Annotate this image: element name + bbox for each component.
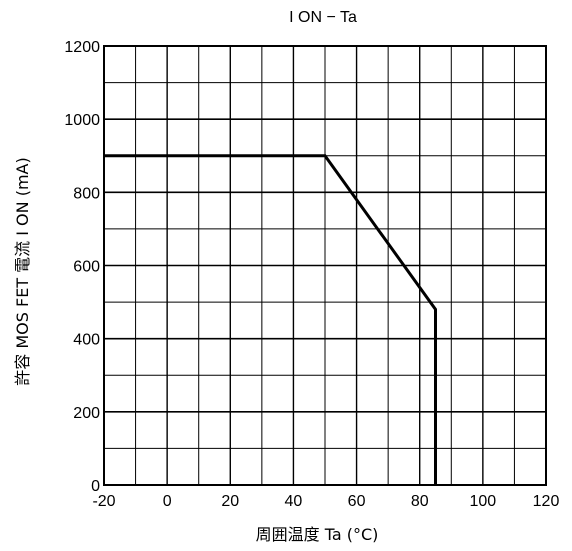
- y-tick-label: 400: [73, 332, 100, 349]
- series-line: [104, 154, 437, 485]
- x-tick-label: 40: [285, 493, 303, 510]
- x-tick-label: 20: [221, 493, 239, 510]
- x-tick-label: 0: [163, 493, 172, 510]
- y-tick-label: 600: [73, 259, 100, 276]
- y-tick-label: 0: [91, 478, 100, 495]
- x-tick-label: 60: [348, 493, 366, 510]
- y-tick-label: 200: [73, 405, 100, 422]
- plot-area-frame: [103, 45, 547, 486]
- x-tick-label: 80: [411, 493, 429, 510]
- x-tick-label: -20: [92, 493, 115, 510]
- x-axis-label: 周囲温度 Ta (°C): [256, 525, 379, 544]
- y-tick-label: 1200: [64, 39, 100, 56]
- y-tick-label: 1000: [64, 112, 100, 129]
- y-axis-label: 許容 MOS FET 電流 I ON (mA): [13, 157, 32, 385]
- grid: [104, 46, 546, 485]
- x-tick-label: 120: [533, 493, 560, 510]
- chart-title: I ON − Ta: [289, 9, 357, 26]
- x-axis-ticks: -20 0 20 40 60 80 100 120: [92, 493, 559, 510]
- y-axis-ticks: 0 200 400 600 800 1000 1200: [64, 39, 100, 495]
- series-layer: [104, 154, 437, 485]
- y-tick-label: 800: [73, 185, 100, 202]
- x-tick-label: 100: [470, 493, 497, 510]
